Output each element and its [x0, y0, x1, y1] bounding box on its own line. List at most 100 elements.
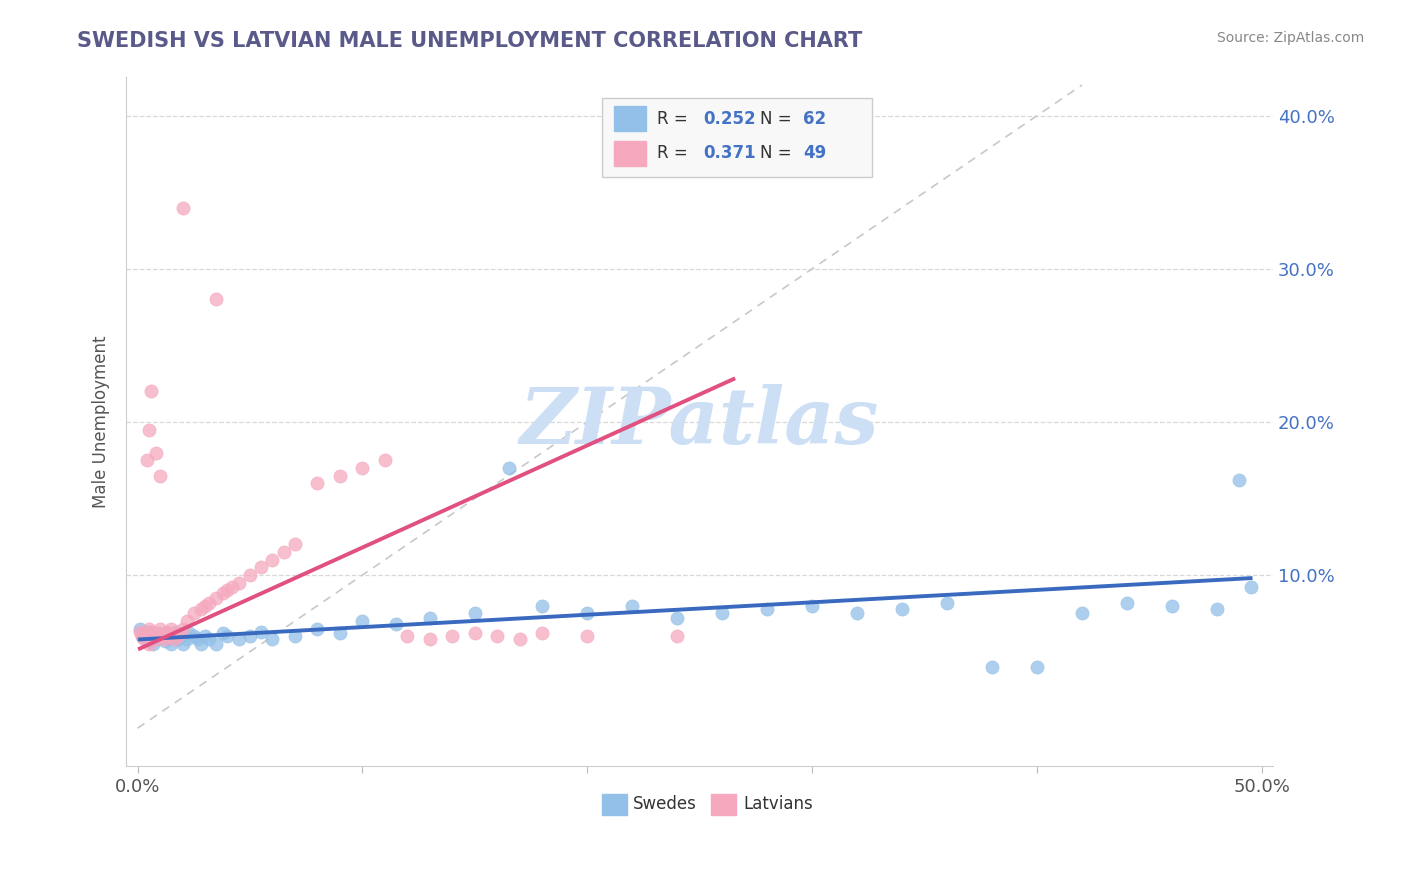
Bar [613, 106, 645, 131]
Bar [613, 141, 645, 166]
Point [205, 293, 228, 307]
Point [190, 637, 212, 651]
Point [273, 545, 295, 559]
Point [666, 611, 689, 625]
Point [135, 632, 157, 647]
Point [531, 599, 554, 613]
Point [756, 601, 779, 615]
Point [846, 607, 869, 621]
Point [187, 632, 209, 647]
Point [936, 596, 959, 610]
Point [194, 629, 217, 643]
Point [307, 622, 329, 636]
Point [464, 626, 486, 640]
Point [131, 629, 153, 643]
Point [576, 607, 599, 621]
Point [262, 632, 284, 647]
Point [145, 632, 167, 647]
Point [621, 599, 644, 613]
Point [250, 560, 273, 574]
Point [142, 637, 165, 651]
Point [179, 626, 201, 640]
Text: N =: N = [761, 145, 797, 162]
Point [135, 453, 157, 467]
Text: 62: 62 [803, 110, 825, 128]
Point [239, 568, 262, 582]
Point [441, 629, 464, 643]
Point [153, 634, 176, 648]
Point [981, 660, 1004, 674]
Point [1026, 660, 1049, 674]
Point [198, 596, 221, 610]
Point [153, 632, 176, 647]
Point [198, 632, 221, 647]
Point [329, 626, 352, 640]
Point [138, 634, 160, 648]
Point [531, 626, 554, 640]
Point [217, 583, 239, 598]
Point [711, 607, 734, 621]
Point [134, 626, 156, 640]
Point [167, 629, 190, 643]
Bar [711, 794, 737, 814]
FancyBboxPatch shape [602, 98, 872, 178]
Point [139, 629, 162, 643]
Point [486, 629, 509, 643]
Point [156, 626, 179, 640]
Point [176, 614, 198, 628]
Point [352, 614, 374, 628]
Point [139, 384, 162, 399]
Point [801, 599, 824, 613]
Text: Source: ZipAtlas.com: Source: ZipAtlas.com [1216, 31, 1364, 45]
Point [142, 626, 165, 640]
Point [329, 468, 352, 483]
Point [228, 575, 250, 590]
Text: 49: 49 [803, 145, 827, 162]
Point [146, 628, 169, 642]
Point [162, 629, 184, 643]
Text: ZIPatlas: ZIPatlas [520, 384, 879, 460]
Point [157, 632, 180, 647]
Point [576, 629, 599, 643]
Point [205, 637, 228, 651]
Point [145, 632, 167, 647]
Point [1239, 580, 1261, 594]
Point [385, 617, 408, 632]
Point [165, 626, 187, 640]
Point [138, 637, 160, 651]
Point [138, 423, 160, 437]
Point [1227, 473, 1250, 487]
Point [183, 607, 205, 621]
Point [509, 632, 531, 647]
Point [156, 624, 179, 639]
Point [149, 468, 172, 483]
Point [146, 626, 169, 640]
Point [149, 631, 172, 645]
Text: R =: R = [657, 110, 693, 128]
Point [128, 624, 150, 639]
Point [128, 622, 150, 636]
Text: N =: N = [761, 110, 797, 128]
Point [250, 624, 273, 639]
Bar [602, 794, 627, 814]
Point [157, 629, 180, 643]
Point [666, 629, 689, 643]
Point [374, 453, 396, 467]
Point [167, 632, 190, 647]
Point [190, 601, 212, 615]
Point [172, 201, 194, 215]
Point [194, 599, 217, 613]
Point [239, 629, 262, 643]
Point [131, 629, 153, 643]
Point [139, 624, 162, 639]
Text: 0.371: 0.371 [703, 145, 756, 162]
Point [172, 622, 194, 636]
Point [150, 629, 173, 643]
Text: SWEDISH VS LATVIAN MALE UNEMPLOYMENT CORRELATION CHART: SWEDISH VS LATVIAN MALE UNEMPLOYMENT COR… [77, 31, 862, 51]
Point [145, 445, 167, 459]
Point [165, 624, 187, 639]
Point [221, 580, 243, 594]
Point [212, 626, 235, 640]
Point [217, 629, 239, 643]
Point [464, 607, 486, 621]
